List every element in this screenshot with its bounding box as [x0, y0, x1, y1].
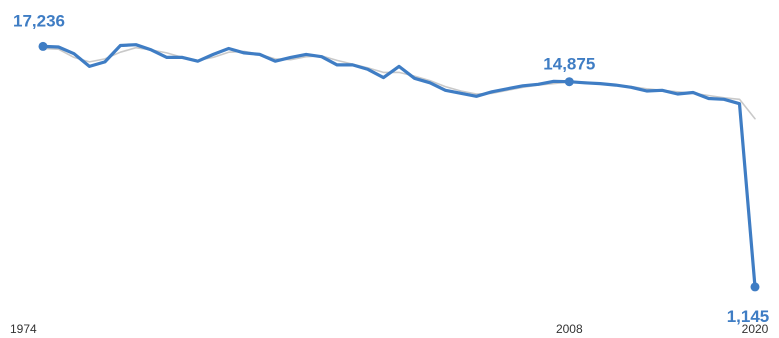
x-tick-label-2020: 2020 [742, 322, 769, 336]
x-tick-label-1974: 1974 [10, 322, 37, 336]
trend-series-line [42, 46, 756, 120]
value-label-2008: 14,875 [543, 55, 595, 74]
value-label-1974: 17,236 [13, 11, 65, 30]
value-label-2020: 1,145 [727, 307, 770, 326]
x-tick-label-2008: 2008 [556, 322, 583, 336]
highlight-point-2008 [564, 77, 574, 87]
highlight-point-2020 [750, 282, 760, 292]
highlight-point-1974 [38, 41, 48, 51]
primary-series-line [41, 43, 757, 289]
